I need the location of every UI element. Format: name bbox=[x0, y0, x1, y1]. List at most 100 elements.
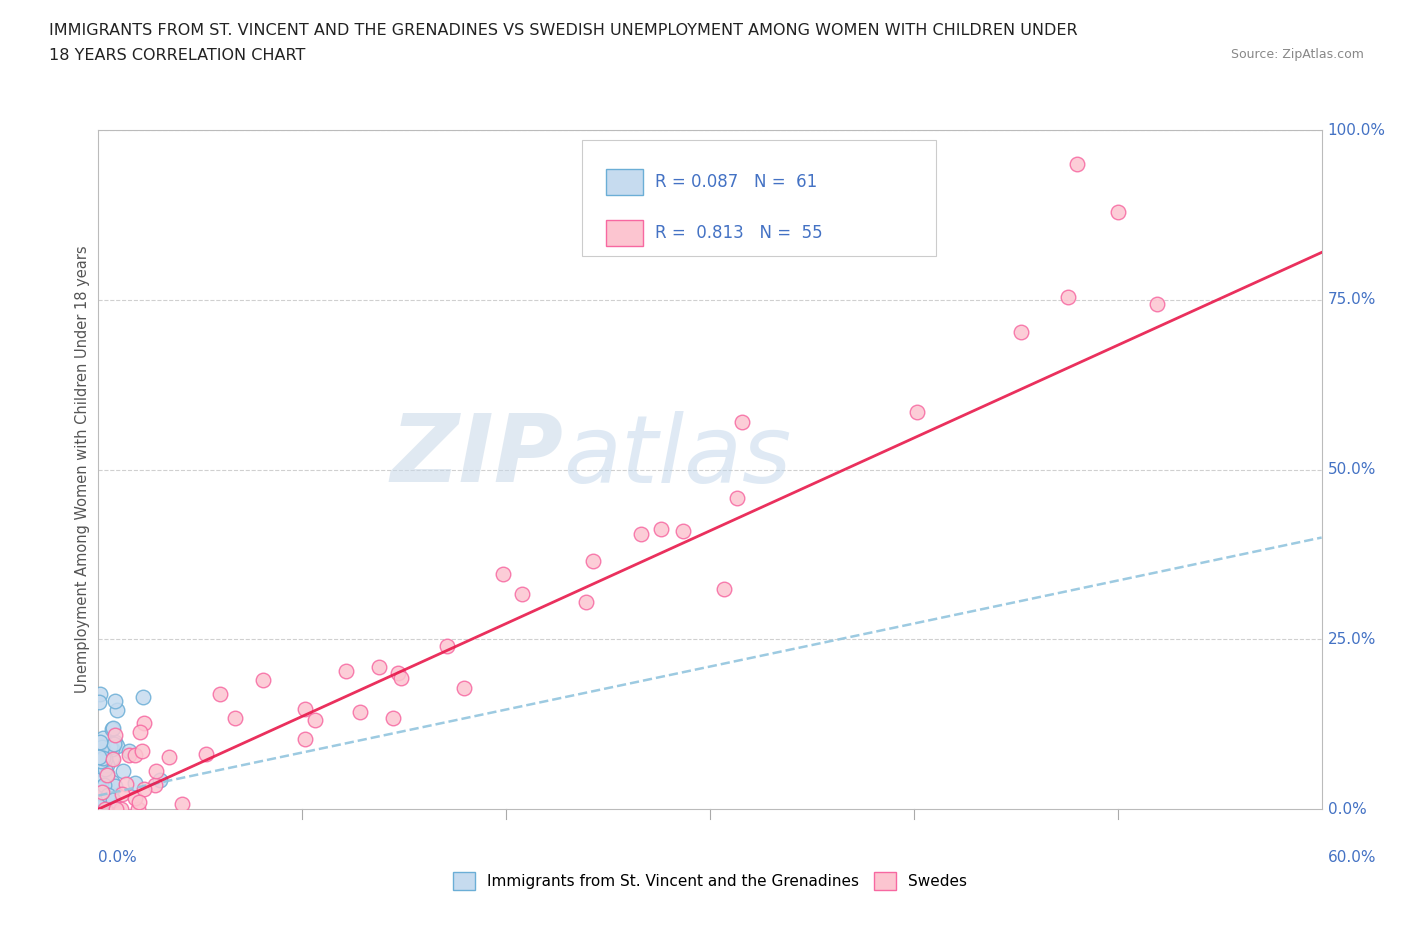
Point bbox=[101, 751, 124, 766]
Point bbox=[124, 790, 146, 805]
Point bbox=[131, 744, 153, 759]
Point bbox=[96, 767, 118, 782]
Point bbox=[98, 793, 121, 808]
Point bbox=[101, 721, 124, 736]
Point bbox=[94, 762, 117, 777]
Point bbox=[93, 777, 115, 792]
Point bbox=[93, 792, 115, 807]
Point bbox=[100, 787, 122, 802]
Point bbox=[382, 711, 405, 725]
Point bbox=[89, 695, 111, 710]
Point bbox=[89, 686, 111, 701]
Text: 25.0%: 25.0% bbox=[1327, 631, 1376, 647]
Point bbox=[96, 767, 118, 782]
Text: R =  0.813   N =  55: R = 0.813 N = 55 bbox=[655, 224, 823, 242]
Point bbox=[132, 715, 155, 730]
Point bbox=[510, 587, 533, 602]
Point bbox=[630, 527, 652, 542]
Point bbox=[104, 728, 127, 743]
Point bbox=[124, 776, 146, 790]
Text: 100.0%: 100.0% bbox=[1327, 123, 1386, 138]
Point bbox=[118, 744, 141, 759]
Point bbox=[94, 802, 117, 817]
Point bbox=[96, 758, 118, 773]
Point bbox=[128, 795, 150, 810]
Point bbox=[143, 777, 166, 792]
Point bbox=[111, 787, 134, 802]
Y-axis label: Unemployment Among Women with Children Under 18 years: Unemployment Among Women with Children U… bbox=[75, 246, 90, 694]
Point bbox=[101, 751, 124, 765]
Point bbox=[98, 739, 121, 754]
Point bbox=[90, 739, 112, 754]
Point bbox=[1146, 297, 1168, 312]
Point bbox=[89, 752, 111, 767]
Point bbox=[294, 702, 316, 717]
Text: IMMIGRANTS FROM ST. VINCENT AND THE GRENADINES VS SWEDISH UNEMPLOYMENT AMONG WOM: IMMIGRANTS FROM ST. VINCENT AND THE GREN… bbox=[49, 23, 1078, 38]
Point bbox=[132, 690, 155, 705]
Point bbox=[905, 405, 928, 419]
Point bbox=[1066, 156, 1088, 171]
Legend: Immigrants from St. Vincent and the Grenadines, Swedes: Immigrants from St. Vincent and the Gren… bbox=[453, 872, 967, 890]
Point bbox=[89, 794, 111, 809]
Point bbox=[101, 741, 124, 756]
Point bbox=[436, 638, 458, 653]
Point bbox=[105, 738, 128, 753]
Point bbox=[89, 786, 111, 801]
Point bbox=[574, 595, 596, 610]
Text: 0.0%: 0.0% bbox=[1327, 802, 1367, 817]
Text: 0.0%: 0.0% bbox=[98, 850, 138, 865]
Point bbox=[96, 777, 118, 792]
Text: 60.0%: 60.0% bbox=[1327, 850, 1376, 865]
Point bbox=[90, 754, 112, 769]
Point bbox=[1107, 205, 1129, 219]
Point bbox=[91, 743, 114, 758]
Point bbox=[224, 711, 246, 725]
Point bbox=[91, 793, 114, 808]
Point bbox=[90, 791, 112, 806]
Point bbox=[94, 746, 117, 761]
Point bbox=[128, 724, 150, 739]
Point bbox=[1010, 325, 1032, 339]
Point bbox=[1057, 290, 1080, 305]
Point bbox=[90, 748, 112, 763]
Point bbox=[90, 754, 112, 769]
Point bbox=[104, 694, 127, 709]
Point bbox=[101, 722, 124, 737]
Point bbox=[294, 732, 316, 747]
Point bbox=[582, 554, 605, 569]
Point bbox=[87, 785, 110, 800]
Point bbox=[492, 567, 515, 582]
Point bbox=[170, 796, 193, 811]
Point bbox=[91, 773, 114, 788]
Point bbox=[194, 747, 217, 762]
Point bbox=[101, 775, 124, 790]
Point bbox=[91, 731, 114, 746]
Point bbox=[91, 751, 114, 765]
Point bbox=[304, 712, 326, 727]
Text: 75.0%: 75.0% bbox=[1327, 292, 1376, 308]
Point bbox=[252, 672, 274, 687]
Point bbox=[90, 744, 112, 759]
Text: 18 YEARS CORRELATION CHART: 18 YEARS CORRELATION CHART bbox=[49, 48, 305, 63]
Point bbox=[101, 792, 124, 807]
Text: R = 0.087   N =  61: R = 0.087 N = 61 bbox=[655, 173, 818, 191]
Point bbox=[387, 666, 409, 681]
Point bbox=[111, 764, 134, 778]
FancyBboxPatch shape bbox=[582, 140, 936, 256]
Point bbox=[91, 746, 114, 761]
Point bbox=[713, 581, 735, 596]
Text: Source: ZipAtlas.com: Source: ZipAtlas.com bbox=[1230, 48, 1364, 61]
Point bbox=[93, 751, 115, 766]
Point bbox=[103, 737, 125, 751]
Point bbox=[725, 490, 748, 505]
Point bbox=[127, 802, 149, 817]
Point bbox=[98, 794, 121, 809]
Point bbox=[650, 521, 672, 536]
Point bbox=[89, 735, 111, 750]
FancyBboxPatch shape bbox=[606, 220, 643, 246]
Point bbox=[89, 759, 111, 774]
Point bbox=[105, 703, 128, 718]
Point bbox=[89, 750, 111, 764]
Point bbox=[90, 737, 112, 752]
Point bbox=[391, 671, 413, 685]
